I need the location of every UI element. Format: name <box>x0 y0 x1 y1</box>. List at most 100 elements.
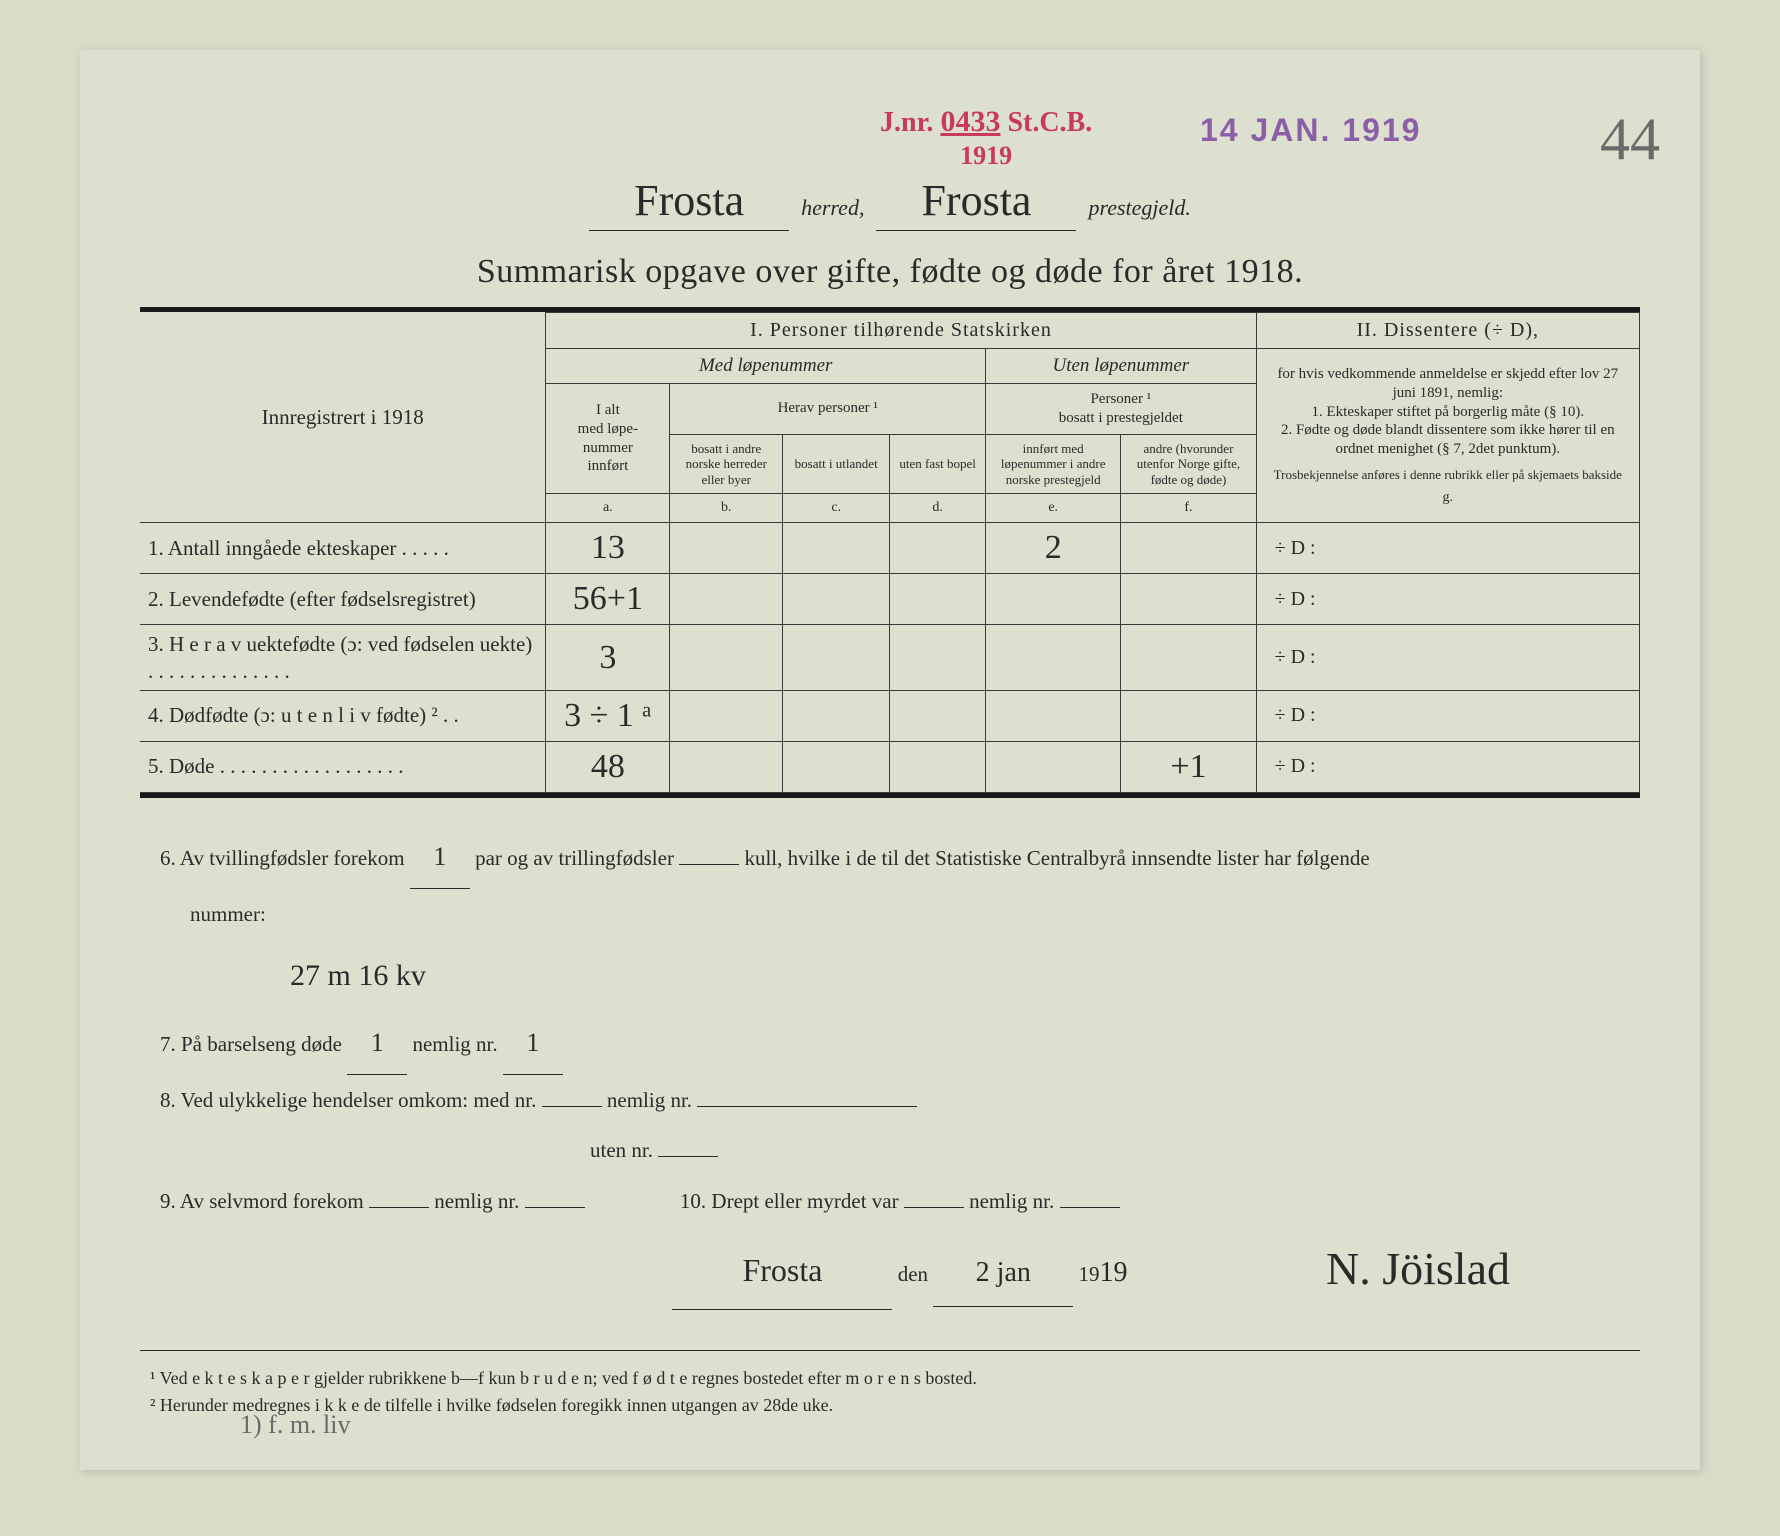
notes-section: 6. Av tvillingfødsler forekom 1 par og a… <box>140 826 1640 1310</box>
cell-b <box>670 690 783 741</box>
row-label: 5. Døde . . . . . . . . . . . . . . . . … <box>140 741 546 792</box>
note-6: 6. Av tvillingfødsler forekom 1 par og a… <box>160 826 1640 889</box>
jnr-number: 0433 <box>940 105 1000 138</box>
note-6b: par og av trillingfødsler <box>475 846 674 870</box>
ulykke-nemlig <box>697 1106 917 1107</box>
barselseng-count: 1 <box>347 1012 407 1075</box>
note-9b: nemlig nr. <box>434 1189 519 1213</box>
prestegjeld-value: Frosta <box>876 175 1076 231</box>
cell-e <box>986 690 1121 741</box>
note-8a: 8. Ved ulykkelige hendelser omkom: med n… <box>160 1088 536 1112</box>
note-8c: uten nr. <box>590 1138 653 1162</box>
cell-d <box>890 574 986 625</box>
cell-b <box>670 625 783 691</box>
header-line: Frosta herred, Frosta prestegjeld. <box>140 175 1640 231</box>
footnote-rule <box>140 1350 1640 1351</box>
med-lopenummer-header: Med løpenummer <box>546 349 986 384</box>
note-7: 7. På barselseng døde 1 nemlig nr. 1 <box>160 1012 1640 1075</box>
note-6d-line: nummer: 27 m 16 kv <box>160 889 1640 1011</box>
cell-c <box>783 523 890 574</box>
den-label: den <box>898 1262 928 1286</box>
drept-nr <box>1060 1207 1120 1208</box>
jnr-prefix: J.nr. <box>880 107 933 138</box>
note-9a: 9. Av selvmord forekom <box>160 1189 364 1213</box>
note-9-10: 9. Av selvmord forekom nemlig nr. 10. Dr… <box>160 1176 1640 1226</box>
cell-f <box>1121 690 1256 741</box>
footnotes: ¹ Ved e k t e s k a p e r gjelder rubrik… <box>140 1365 1640 1419</box>
uten-lopenummer-header: Uten løpenummer <box>986 349 1257 384</box>
cell-e <box>986 574 1121 625</box>
row-label: 1. Antall inngåede ekteskaper . . . . . <box>140 523 546 574</box>
col-e-header: innført med løpenummer i andre norske pr… <box>986 434 1121 494</box>
cell-d <box>890 690 986 741</box>
signature-date: 2 jan <box>933 1239 1073 1307</box>
note-7b: nemlig nr. <box>412 1032 497 1056</box>
note-10b: nemlig nr. <box>969 1189 1054 1213</box>
cell-c <box>783 625 890 691</box>
col-letter-e: e. <box>986 494 1121 523</box>
note-6d: nummer: <box>190 902 266 926</box>
document-title: Summarisk opgave over gifte, fødte og dø… <box>140 253 1640 291</box>
cell-g: ÷ D : <box>1256 741 1639 792</box>
row-label: 3. H e r a v uektefødte (ɔ: ved fødselen… <box>140 625 546 691</box>
drept-count <box>904 1207 964 1208</box>
trilling-count <box>679 864 739 865</box>
col-letter-g: g. <box>1269 489 1627 507</box>
cell-f <box>1121 523 1256 574</box>
document-page: J.nr. 0433 St.C.B. 1919 14 JAN. 1919 44 … <box>80 50 1700 1470</box>
cell-e <box>986 741 1121 792</box>
col-letter-d: d. <box>890 494 986 523</box>
journal-number-stamp: J.nr. 0433 St.C.B. 1919 <box>880 105 1092 171</box>
cell-d <box>890 741 986 792</box>
col-letter-f: f. <box>1121 494 1256 523</box>
dissenter-footnote: Trosbekjennelse anføres i denne rubrikk … <box>1269 467 1627 483</box>
col-letter-b: b. <box>670 494 783 523</box>
col-letter-a: a. <box>546 494 670 523</box>
cell-b <box>670 741 783 792</box>
cell-a: 3 <box>546 625 670 691</box>
ulykke-uten-nr <box>658 1156 718 1157</box>
note-7a: 7. På barselseng døde <box>160 1032 342 1056</box>
jnr-year: 1919 <box>880 141 1092 171</box>
col-letter-c: c. <box>783 494 890 523</box>
cell-e <box>986 625 1121 691</box>
personer-bosatt-header: Personer ¹ bosatt i prestegjeldet <box>986 384 1257 435</box>
table-row: 4. Dødfødte (ɔ: u t e n l i v fødte) ² .… <box>140 690 1640 741</box>
selvmord-count <box>369 1207 429 1208</box>
section2-header: II. Dissentere (÷ D), <box>1256 313 1639 349</box>
signature-name: N. Jöislad <box>1326 1242 1510 1295</box>
col-d-header: uten fast bopel <box>890 434 986 494</box>
table-row: 3. H e r a v uektefødte (ɔ: ved fødselen… <box>140 625 1640 691</box>
col-a-header: I alt med løpe- nummer innført <box>546 384 670 494</box>
note-8-line2: uten nr. <box>160 1125 1640 1175</box>
table-row: 2. Levendefødte (efter fødselsregistret)… <box>140 574 1640 625</box>
cell-c <box>783 574 890 625</box>
summary-table: Innregistrert i 1918 I. Personer tilhøre… <box>140 312 1640 793</box>
note-6c: kull, hvilke i de til det Statistiske Ce… <box>744 846 1369 870</box>
col-f-header: andre (hvorunder utenfor Norge gifte, fø… <box>1121 434 1256 494</box>
ulykke-med-nr <box>542 1106 602 1107</box>
row-label: 4. Dødfødte (ɔ: u t e n l i v fødte) ² .… <box>140 690 546 741</box>
col-b-header: bosatt i andre norske herreder eller bye… <box>670 434 783 494</box>
received-date-stamp: 14 JAN. 1919 <box>1200 112 1421 149</box>
cell-f <box>1121 574 1256 625</box>
row-label: 2. Levendefødte (efter fødselsregistret) <box>140 574 546 625</box>
cell-f <box>1121 625 1256 691</box>
section1-header: I. Personer tilhørende Statskirken <box>546 313 1256 349</box>
cell-a: 56+1 <box>546 574 670 625</box>
cell-a: 13 <box>546 523 670 574</box>
herav-personer-header: Herav personer ¹ <box>670 384 986 435</box>
cell-c <box>783 690 890 741</box>
cell-c <box>783 741 890 792</box>
margin-scribble: 1) f. m. liv <box>240 1410 351 1440</box>
page-number: 44 <box>1600 105 1660 174</box>
innregistrert-header: Innregistrert i 1918 <box>140 313 546 523</box>
selvmord-nr <box>525 1207 585 1208</box>
herred-value: Frosta <box>589 175 789 231</box>
cell-g: ÷ D : <box>1256 690 1639 741</box>
note-6a: 6. Av tvillingfødsler forekom <box>160 846 405 870</box>
tvilling-count: 1 <box>410 826 470 889</box>
cell-f: +1 <box>1121 741 1256 792</box>
barselseng-nr: 1 <box>503 1012 563 1075</box>
table-row: 5. Døde . . . . . . . . . . . . . . . . … <box>140 741 1640 792</box>
